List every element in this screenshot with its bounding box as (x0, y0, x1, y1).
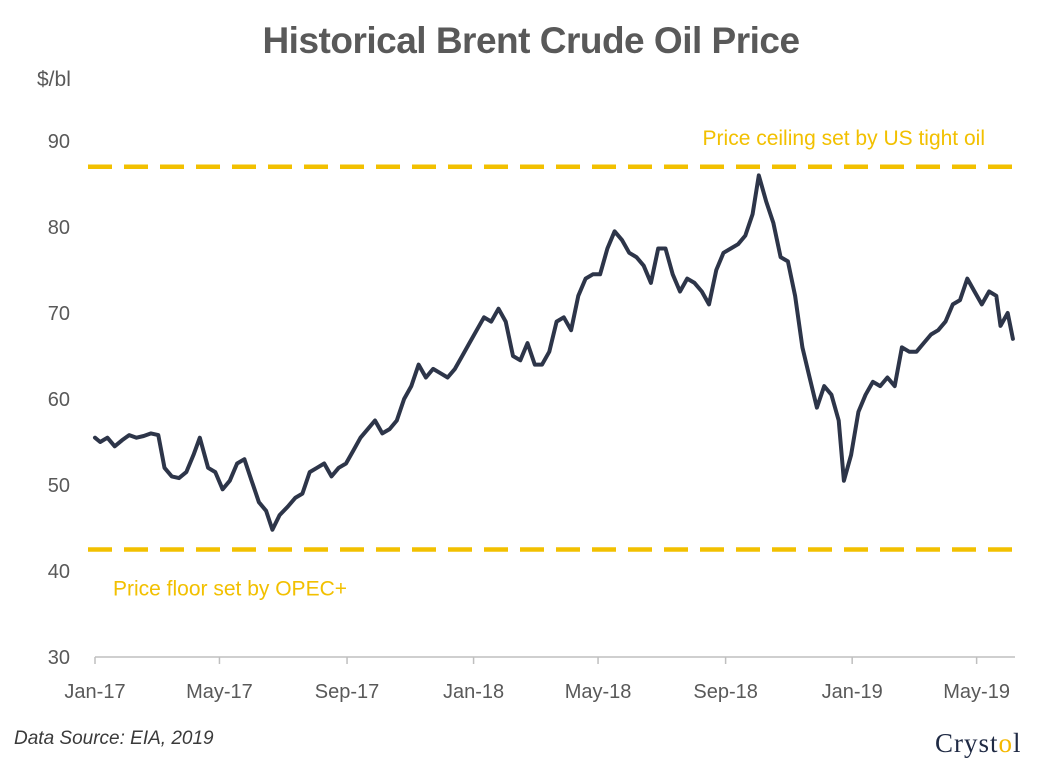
x-tick-label: Jan-18 (443, 681, 504, 703)
y-tick-label: 30 (48, 647, 70, 669)
y-axis-unit-label: $/bl (37, 68, 71, 91)
data-source-note: Data Source: EIA, 2019 (14, 728, 214, 749)
crystol-logo: Crystol (935, 728, 1022, 758)
y-tick-label: 80 (48, 217, 70, 239)
x-tick-label: Jan-19 (822, 681, 883, 703)
y-tick-label: 90 (48, 131, 70, 153)
x-tick-label: May-17 (186, 681, 253, 703)
x-tick-label: May-19 (943, 681, 1010, 703)
x-tick-label: May-18 (565, 681, 632, 703)
x-tick-label: Sep-18 (693, 681, 758, 703)
brent-price-line (93, 173, 1015, 532)
y-tick-label: 70 (48, 303, 70, 325)
x-tick-label: Sep-17 (315, 681, 380, 703)
floor-annotation: Price floor set by OPEC+ (113, 578, 347, 601)
y-tick-label: 60 (48, 389, 70, 411)
x-tick-label: Jan-17 (64, 681, 125, 703)
y-tick-label: 50 (48, 475, 70, 497)
chart-title: Historical Brent Crude Oil Price (262, 20, 800, 61)
y-tick-label: 40 (48, 561, 70, 583)
ceiling-annotation: Price ceiling set by US tight oil (703, 127, 985, 150)
